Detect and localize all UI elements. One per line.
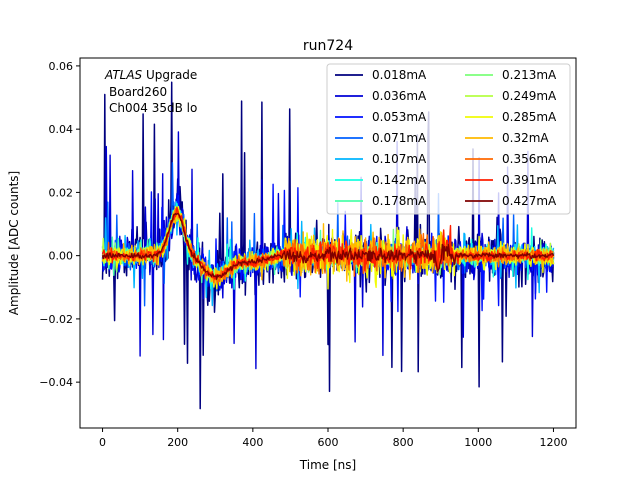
x-tick-label: 1000 xyxy=(464,436,492,449)
chart-title: run724 xyxy=(303,38,353,54)
x-axis: 0 200 400 600 800 1000 1200 xyxy=(99,428,567,449)
x-tick-label: 600 xyxy=(318,436,339,449)
atlas-annotation: ATLAS Upgrade Board260 Ch004 35dB lo xyxy=(104,68,197,115)
legend-label: 0.036mA xyxy=(372,89,427,103)
annotation-upgrade: Upgrade xyxy=(142,68,197,82)
legend-label: 0.178mA xyxy=(372,194,427,208)
y-tick-label: 0.04 xyxy=(49,123,74,136)
legend-label: 0.053mA xyxy=(372,110,427,124)
series-layer xyxy=(101,81,555,410)
legend: 0.018mA 0.036mA 0.053mA 0.071mA 0.107mA 0.142… xyxy=(326,63,571,215)
y-axis-label: Amplitude [ADC counts] xyxy=(7,171,21,315)
y-tick-label: 0.02 xyxy=(49,186,74,199)
legend-label: 0.249mA xyxy=(502,89,557,103)
legend-label: 0.285mA xyxy=(502,110,557,124)
series-line-0.391mA xyxy=(101,206,554,280)
svg-text:ATLAS Upgrade: ATLAS Upgrade xyxy=(104,68,197,82)
legend-label: 0.107mA xyxy=(372,152,427,166)
y-tick-label: −0.02 xyxy=(39,313,73,326)
series-line-0.32mA xyxy=(101,209,555,286)
x-tick-label: 400 xyxy=(242,436,263,449)
x-tick-label: 800 xyxy=(393,436,414,449)
annotation-board: Board260 xyxy=(109,85,167,99)
legend-box xyxy=(326,63,571,215)
legend-label: 0.427mA xyxy=(502,194,557,208)
x-tick-label: 0 xyxy=(99,436,106,449)
legend-label: 0.356mA xyxy=(502,152,557,166)
x-axis-label: Time [ns] xyxy=(299,458,356,472)
y-axis: −0.04 −0.02 0.00 0.02 0.04 0.06 xyxy=(39,60,80,389)
annotation-atlas: ATLAS xyxy=(104,68,143,82)
legend-label: 0.391mA xyxy=(502,173,557,187)
legend-label: 0.142mA xyxy=(372,173,427,187)
series-line-0.427mA xyxy=(101,212,555,280)
x-tick-label: 200 xyxy=(167,436,188,449)
x-tick-label: 1200 xyxy=(539,436,567,449)
legend-label: 0.213mA xyxy=(502,68,557,82)
annotation-channel: Ch004 35dB lo xyxy=(109,101,197,115)
y-tick-label: −0.04 xyxy=(39,376,73,389)
y-tick-label: 0.00 xyxy=(49,250,74,263)
legend-label: 0.071mA xyxy=(372,131,427,145)
legend-label: 0.32mA xyxy=(502,131,549,145)
y-tick-label: 0.06 xyxy=(49,60,74,73)
legend-label: 0.018mA xyxy=(372,68,427,82)
